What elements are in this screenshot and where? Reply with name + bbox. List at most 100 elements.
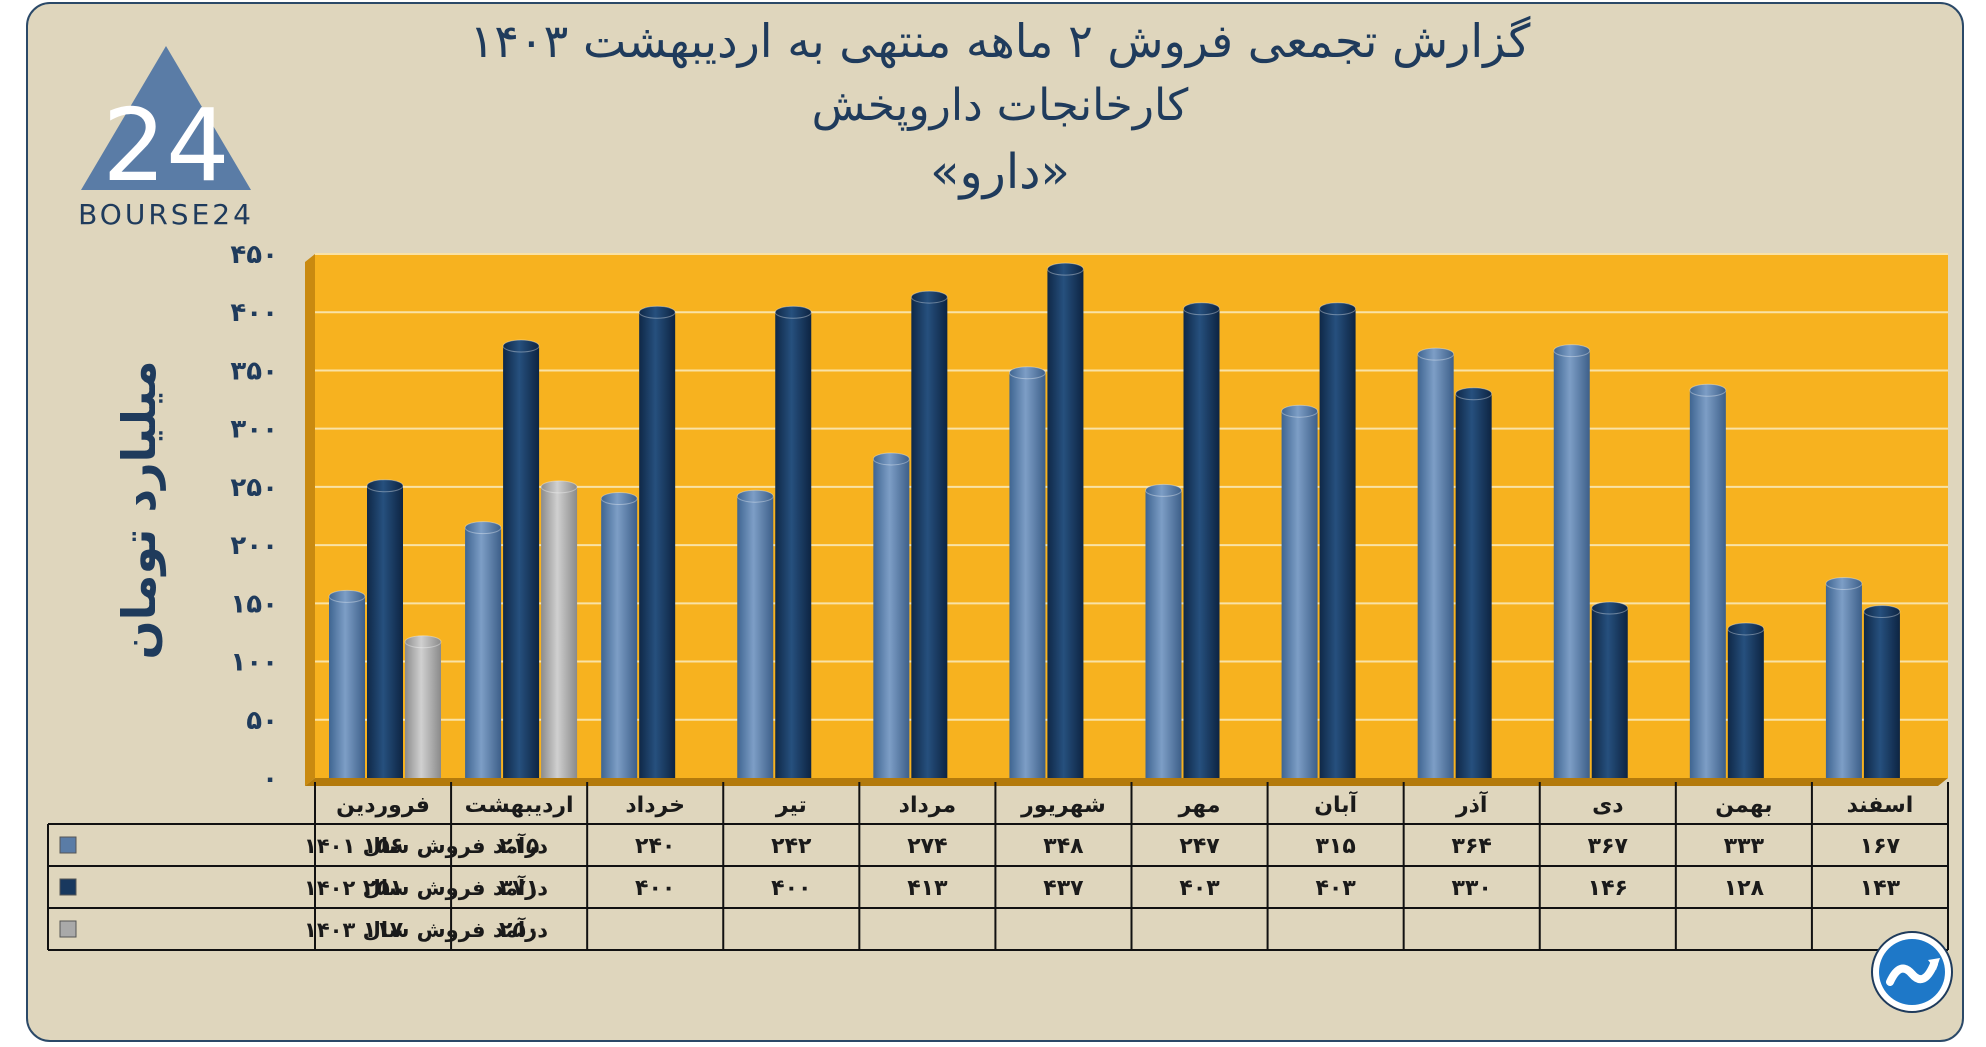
- legend-label: درآمد فروش سال ۱۴۰۲: [304, 875, 548, 900]
- bar: [1727, 622, 1765, 778]
- y-tick-label: ۲۵۰: [230, 473, 278, 503]
- data-label: ۴۱۳: [907, 876, 948, 901]
- y-tick-label: ۵۰: [246, 706, 278, 736]
- data-label: ۲۱۵: [499, 834, 539, 859]
- bar: [774, 305, 812, 778]
- bar: [736, 489, 774, 778]
- y-tick-label: ۱۵۰: [230, 589, 278, 619]
- bar: [1825, 577, 1863, 778]
- y-tick-label: ۳۵۰: [230, 356, 278, 386]
- data-label: ۴۰۰: [771, 876, 811, 901]
- data-label: ۲۴۰: [635, 834, 675, 859]
- bar: [1689, 383, 1727, 778]
- bar: [328, 589, 366, 778]
- chart-title: گزارش تجمعی فروش ۲ ماهه منتهی به اردیبهش…: [469, 14, 1531, 68]
- bar-cap: [1046, 262, 1084, 276]
- bar-cap: [540, 480, 578, 494]
- x-tick-label: شهریور: [1020, 793, 1106, 818]
- bar-cap: [872, 452, 910, 466]
- bar: [404, 635, 442, 778]
- company-ticker: «دارو»: [930, 144, 1070, 200]
- data-label: ۴۰۳: [1179, 876, 1220, 901]
- data-label: ۱۶۷: [1860, 834, 1901, 859]
- bar-cap: [1183, 302, 1220, 316]
- bar-cap: [1455, 387, 1493, 401]
- bar-cap: [910, 290, 948, 304]
- bar-cap: [1145, 483, 1182, 497]
- x-tick-label: آبان: [1314, 790, 1357, 818]
- bar: [638, 305, 676, 778]
- bar-cap: [464, 521, 502, 535]
- x-tick-label: تیر: [775, 793, 807, 818]
- bar-body: [1047, 269, 1084, 778]
- y-tick-label: ۴۵۰: [230, 240, 278, 270]
- bar: [1863, 604, 1901, 778]
- data-label: ۳۶۴: [1452, 834, 1492, 859]
- bar: [1553, 344, 1591, 778]
- bar: [502, 339, 540, 778]
- legend-label: درآمد فروش سال ۱۴۰۱: [304, 833, 548, 858]
- bar: [540, 480, 578, 778]
- bar-body: [1553, 350, 1590, 778]
- data-label: ۳۴۸: [1043, 834, 1084, 859]
- bar-cap: [1319, 302, 1357, 316]
- bar-body: [737, 496, 774, 778]
- bar-body: [1145, 490, 1182, 778]
- legend-label: درآمد فروش سال ۱۴۰۳: [304, 917, 548, 942]
- bar-body: [1183, 308, 1220, 778]
- bar-cap: [1417, 347, 1455, 361]
- x-tick-label: آذر: [1455, 790, 1488, 818]
- bar-body: [1727, 628, 1764, 778]
- bar-cap: [328, 589, 366, 603]
- bar-body: [873, 458, 910, 778]
- bar-cap: [1825, 577, 1863, 591]
- y-tick-label: ۴۰۰: [230, 298, 278, 328]
- x-tick-label: اسفند: [1847, 793, 1914, 818]
- bar-cap: [1591, 601, 1629, 615]
- bar-cap: [774, 305, 812, 319]
- bar-body: [541, 486, 578, 778]
- bar-cap: [502, 339, 540, 353]
- plot-side-wall: [305, 254, 315, 786]
- x-tick-label: فروردین: [336, 793, 430, 818]
- bar-body: [1825, 583, 1862, 778]
- data-label: ۳۶۷: [1588, 834, 1629, 859]
- bar-body: [1689, 390, 1726, 778]
- bar-cap: [1727, 622, 1765, 636]
- y-tick-label: ۱۰۰: [230, 648, 278, 678]
- bar-cap: [600, 492, 638, 506]
- plot-floor: [305, 778, 1948, 786]
- logo-text: BOURSE24: [78, 198, 254, 230]
- legend-swatch: [59, 878, 77, 896]
- bar: [1145, 483, 1182, 778]
- data-label: ۳۳۰: [1452, 876, 1492, 901]
- chart-subtitle: کارخانجات داروپخش: [811, 80, 1189, 131]
- bar-body: [1281, 411, 1318, 778]
- legend-swatch: [59, 920, 77, 938]
- data-table: فروردین اردیبهشت خرداد تیر مرداد شهریور مهر آبا…: [47, 782, 1949, 951]
- bar-body: [601, 498, 638, 778]
- x-tick-label: دی: [1592, 793, 1623, 818]
- x-tick-label: مهر: [1178, 793, 1221, 818]
- bar-body: [639, 312, 676, 778]
- bar-body: [775, 312, 812, 778]
- legend-swatch: [59, 836, 77, 854]
- bar-body: [405, 641, 441, 778]
- x-tick-label: بهمن: [1715, 793, 1772, 818]
- bar-body: [1009, 372, 1046, 778]
- bar-cap: [1863, 604, 1901, 618]
- bar-body: [1455, 393, 1492, 778]
- bar: [464, 521, 502, 778]
- bar-cap: [1281, 404, 1319, 418]
- bar-body: [367, 485, 403, 778]
- bar: [1417, 347, 1455, 778]
- bar: [1046, 262, 1084, 778]
- data-label: ۱۵۶: [363, 834, 403, 859]
- bar-cap: [1008, 366, 1046, 380]
- data-label: ۲۴۲: [771, 834, 812, 859]
- bar-cap: [736, 489, 774, 503]
- data-label: ۲۷۴: [907, 834, 947, 859]
- bar-body: [465, 527, 502, 778]
- bar: [600, 492, 638, 778]
- data-label: ۳۳۳: [1724, 834, 1765, 859]
